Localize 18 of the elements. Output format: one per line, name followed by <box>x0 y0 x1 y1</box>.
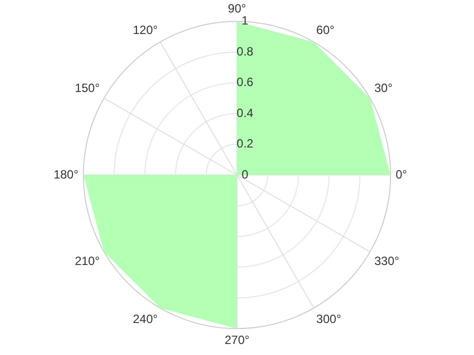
spoke-label: 60° <box>316 22 335 37</box>
y-tick-label: 0.8 <box>236 44 254 58</box>
spoke-label: 270° <box>224 333 250 348</box>
y-tick-label: 1 <box>242 14 249 28</box>
spoke-label: 300° <box>316 312 342 326</box>
spoke-label: 330° <box>374 254 400 268</box>
spoke-label: 210° <box>74 254 100 268</box>
spoke-label: 180° <box>54 167 79 182</box>
y-tick-label: 0.4 <box>236 106 254 120</box>
spoke-label: 30° <box>374 80 393 95</box>
spoke-label: 150° <box>74 80 100 95</box>
y-tick-label: 0.6 <box>236 75 254 90</box>
y-tick-label: 0.2 <box>236 136 254 151</box>
spoke-label: 120° <box>132 22 158 37</box>
spoke-label: 90° <box>228 2 246 16</box>
spoke-label: 240° <box>132 312 158 326</box>
spoke-label: 0° <box>396 167 408 182</box>
y-tick-label: 0 <box>242 167 249 182</box>
